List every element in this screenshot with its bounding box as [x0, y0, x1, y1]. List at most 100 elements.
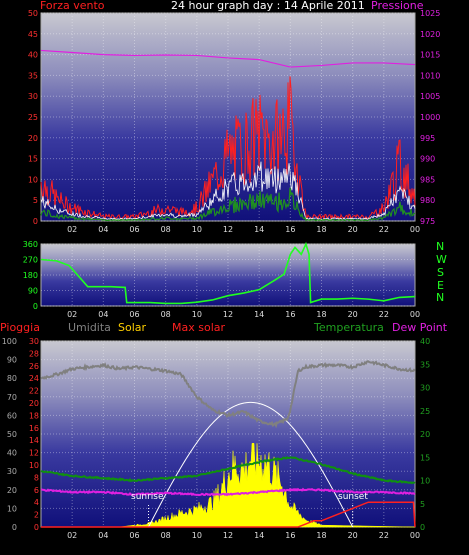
rain-tick-label: 30	[29, 337, 39, 346]
rain-tick-label: 26	[29, 362, 39, 371]
sunrise-label: sunrise	[131, 492, 164, 502]
x-tick-label: 00	[410, 310, 420, 319]
x-tick-label: 18	[316, 225, 326, 234]
x-tick-label: 00	[410, 225, 420, 234]
temperature-tick-label: 5	[420, 500, 425, 509]
x-tick-label: 08	[161, 225, 171, 234]
wind-tick-label: 10	[28, 175, 38, 184]
pressure-tick-label: 1020	[420, 30, 440, 39]
wind-direction-series	[40, 241, 416, 305]
temperature-tick-label: 35	[420, 360, 430, 369]
x-tick-label: 08	[161, 531, 171, 540]
wind-tick-label: 50	[28, 9, 38, 18]
x-tick-label: 02	[67, 310, 77, 319]
x-tick-label: 10	[192, 225, 202, 234]
rain-tick-label: 4	[34, 498, 39, 507]
wind-average-series	[40, 187, 416, 222]
humidity-tick-label: 60	[7, 411, 17, 420]
x-tick-label: 12	[223, 531, 233, 540]
wind-tick-label: 35	[28, 71, 38, 80]
wind-tick-label: 0	[33, 217, 38, 226]
x-tick-label: 18	[316, 310, 326, 319]
x-tick-label: 08	[161, 310, 171, 319]
pressure-tick-label: 990	[420, 155, 435, 164]
x-tick-label: 22	[379, 310, 389, 319]
temperature-tick-label: 10	[420, 477, 430, 486]
chart-title: 24 hour graph day : 14 Aprile 2011	[171, 0, 365, 12]
dew-point-series	[40, 487, 416, 497]
legend-temperatura: Temperatura	[314, 321, 384, 334]
x-tick-label: 14	[254, 225, 264, 234]
rain-tick-label: 2	[34, 511, 39, 520]
x-tick-label: 06	[129, 531, 139, 540]
wind-tick-label: 45	[28, 30, 38, 39]
direction-tick-label: 0	[33, 302, 38, 311]
wind-tick-label: 30	[28, 92, 38, 101]
legend-max-solar: Max solar	[172, 321, 226, 334]
x-tick-label: 04	[98, 310, 108, 319]
compass-n-top: N	[436, 240, 445, 253]
humidity-tick-label: 50	[7, 430, 17, 439]
humidity-tick-label: 30	[7, 467, 17, 476]
pressure-tick-label: 1015	[420, 51, 440, 60]
direction-tick-label: 180	[23, 271, 38, 280]
wind-tick-label: 5	[33, 196, 38, 205]
wind-tick-label: 20	[28, 134, 38, 143]
x-tick-label: 16	[285, 310, 295, 319]
humidity-tick-label: 20	[7, 486, 17, 495]
x-tick-label: 10	[192, 310, 202, 319]
pressure-axis-label: Pressione	[371, 0, 424, 12]
temperature-tick-label: 0	[420, 523, 425, 532]
x-tick-label: 22	[379, 225, 389, 234]
x-tick-label: 16	[285, 531, 295, 540]
wind-axis-label: Forza vento	[40, 0, 105, 12]
pressure-tick-label: 985	[420, 175, 435, 184]
temperature-tick-label: 30	[420, 384, 430, 393]
compass-w: W	[436, 253, 447, 266]
wind-tick-label: 25	[28, 113, 38, 122]
x-tick-label: 00	[410, 531, 420, 540]
direction-tick-label: 360	[23, 240, 38, 249]
rain-tick-label: 22	[29, 387, 39, 396]
temperature-tick-label: 40	[420, 337, 430, 346]
humidity-tick-label: 10	[7, 504, 17, 513]
pressure-tick-label: 1000	[420, 113, 440, 122]
direction-tick-label: 270	[23, 256, 38, 265]
legend-pioggia: Pioggia	[0, 321, 40, 334]
x-tick-label: 10	[192, 531, 202, 540]
temperature-tick-label: 25	[420, 407, 430, 416]
wind-speed-series	[40, 76, 416, 221]
x-tick-label: 20	[348, 310, 358, 319]
pressure-tick-label: 1005	[420, 92, 440, 101]
humidity-tick-label: 90	[7, 356, 17, 365]
legend-dew-point: Dew Point	[392, 321, 448, 334]
pressure-tick-label: 1010	[420, 71, 440, 80]
rain-tick-label: 12	[29, 449, 39, 458]
rain-tick-label: 0	[34, 523, 39, 532]
rain-series	[41, 501, 416, 528]
temperature-series	[40, 456, 416, 485]
rain-tick-label: 10	[29, 461, 39, 470]
legend-solar: Solar	[118, 321, 147, 334]
x-tick-label: 22	[379, 531, 389, 540]
rain-tick-label: 24	[29, 374, 39, 383]
x-tick-label: 12	[223, 225, 233, 234]
humidity-tick-label: 70	[7, 393, 17, 402]
x-tick-label: 04	[98, 225, 108, 234]
humidity-tick-label: 80	[7, 374, 17, 383]
x-tick-label: 18	[316, 531, 326, 540]
rain-tick-label: 6	[34, 486, 39, 495]
compass-n-bottom: N	[436, 291, 445, 304]
humidity-series	[40, 360, 416, 429]
pressure-tick-label: 975	[420, 217, 435, 226]
rain-tick-label: 20	[29, 399, 39, 408]
humidity-tick-label: 100	[2, 337, 17, 346]
direction-tick-label: 90	[28, 287, 38, 296]
wind-gust-series	[40, 161, 416, 221]
temperature-tick-label: 20	[420, 430, 430, 439]
rain-tick-label: 16	[29, 424, 39, 433]
x-tick-label: 06	[129, 225, 139, 234]
pressure-tick-label: 995	[420, 134, 435, 143]
pressure-tick-label: 1025	[420, 9, 440, 18]
